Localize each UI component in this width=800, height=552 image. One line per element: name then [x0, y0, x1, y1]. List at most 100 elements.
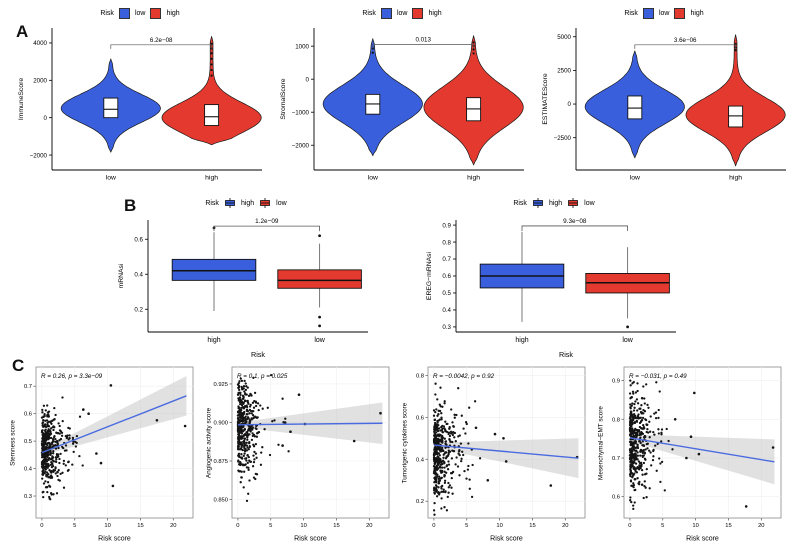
scatter-chart-block: R = 0.1, p = 0.025 0.850 0.875 0.900 0.925 0 5…	[202, 360, 396, 544]
svg-text:0: 0	[628, 523, 631, 529]
svg-text:R = 0.26, p = 3.3e−09: R = 0.26, p = 3.3e−09	[41, 373, 103, 380]
svg-text:0.875: 0.875	[213, 459, 228, 465]
legend-boxplot-swatch	[568, 198, 579, 208]
svg-text:10: 10	[692, 523, 698, 529]
svg-text:0: 0	[44, 115, 48, 122]
svg-text:Risk score: Risk score	[686, 536, 719, 543]
svg-text:mRNAsi: mRNAsi	[118, 263, 125, 288]
legend-title: Risk	[362, 9, 376, 17]
legend-item-label: low	[584, 199, 595, 207]
svg-text:0: 0	[236, 523, 239, 529]
svg-text:0.6: 0.6	[134, 236, 143, 243]
svg-text:0.5: 0.5	[24, 439, 32, 445]
svg-text:2500: 2500	[557, 68, 571, 75]
violin-chart-block: Risk low high −2500 0 2500 5000 ESTIMATEScore lo…	[536, 6, 792, 190]
scatter-plot-tumorigenic-cytokines-score: R = −0.0042, p = 0.92 0.2 0.4 0.6 0.8 0 5 10 15 2…	[402, 366, 586, 543]
scatter-plot-angiogenic-activity-score: R = 0.1, p = 0.025 0.850 0.875 0.900 0.925 0 5…	[206, 366, 390, 543]
svg-text:0.925: 0.925	[213, 382, 228, 388]
svg-text:5: 5	[269, 523, 272, 529]
svg-text:EREG−mRNAsi: EREG−mRNAsi	[426, 251, 433, 300]
svg-text:Risk score: Risk score	[98, 536, 131, 543]
svg-text:3.6e−06: 3.6e−06	[674, 37, 697, 44]
svg-text:high: high	[207, 337, 220, 344]
panel-c-label: C	[12, 356, 25, 375]
svg-text:0.850: 0.850	[213, 498, 228, 504]
svg-text:low: low	[106, 175, 116, 182]
svg-text:low: low	[368, 175, 378, 182]
legend-item-label: high	[428, 9, 442, 17]
svg-text:0.9: 0.9	[442, 222, 451, 229]
svg-text:0.900: 0.900	[213, 420, 228, 426]
svg-text:low: low	[314, 337, 325, 344]
svg-text:Risk: Risk	[559, 350, 573, 359]
svg-text:0.2: 0.2	[416, 499, 424, 505]
box-chart-block: Risk high low 0.2 0.4 0.6 mRNAsi high low 1.2e−09…	[112, 196, 380, 360]
legend-item-label: low	[134, 9, 146, 17]
violin-plot-immunescore: −2000 0 2000 4000 ImmuneScore low high 6.2e−08	[18, 28, 262, 182]
legend-title: Risk	[513, 199, 527, 207]
legend-boxplot-swatch	[225, 198, 235, 208]
svg-text:6.2e−08: 6.2e−08	[150, 37, 173, 44]
svg-text:0.7: 0.7	[442, 256, 451, 263]
svg-text:R = −0.031, p = 0.49: R = −0.031, p = 0.49	[629, 373, 687, 380]
svg-text:15: 15	[333, 523, 339, 529]
svg-text:−2000: −2000	[30, 152, 48, 159]
box-chart-block: Risk high low 0.3 0.4 0.5 0.6 0.7 0.8 0.9 EREG−mRN…	[420, 196, 688, 360]
legend-color-swatch	[674, 7, 686, 19]
svg-text:Risk score: Risk score	[294, 536, 327, 543]
svg-text:low: low	[622, 337, 633, 344]
svg-text:0.9: 0.9	[612, 379, 620, 385]
risk-legend: Risk high low	[205, 196, 287, 210]
svg-text:0: 0	[568, 101, 572, 108]
svg-text:0: 0	[40, 523, 43, 529]
svg-text:0.5: 0.5	[442, 290, 451, 297]
svg-text:0: 0	[432, 523, 435, 529]
risk-legend: Risk low high	[624, 6, 704, 20]
legend-item-label: high	[166, 9, 180, 17]
scatter-plot-mesenchymal-emt-score: R = −0.031, p = 0.49 0.6 0.7 0.8 0.9 0 5 10 15 20…	[598, 366, 782, 543]
svg-text:0.8: 0.8	[612, 417, 620, 423]
svg-text:5000: 5000	[557, 34, 571, 41]
svg-text:0.4: 0.4	[134, 271, 143, 278]
svg-text:−2500: −2500	[554, 135, 572, 142]
svg-text:5: 5	[73, 523, 76, 529]
svg-text:Angiogenic activity score: Angiogenic activity score	[206, 407, 213, 478]
svg-text:high: high	[205, 175, 218, 182]
svg-text:10: 10	[300, 523, 306, 529]
svg-text:R = −0.0042, p = 0.92: R = −0.0042, p = 0.92	[433, 373, 495, 380]
svg-text:15: 15	[137, 523, 143, 529]
svg-text:high: high	[515, 337, 528, 344]
legend-title: Risk	[624, 9, 638, 17]
svg-text:5: 5	[465, 523, 468, 529]
legend-title: Risk	[100, 9, 114, 17]
legend-item-label: high	[548, 199, 563, 207]
svg-text:high: high	[467, 175, 480, 182]
svg-text:9.3e−08: 9.3e−08	[563, 218, 587, 225]
panel-a-violin-row: Risk low high −2000 0 2000 4000 ImmuneScore low h…	[12, 6, 792, 190]
svg-text:ESTIMATEScore: ESTIMATEScore	[542, 73, 549, 124]
svg-text:5: 5	[661, 523, 664, 529]
scatter-plot-stemness-score: R = 0.26, p = 3.3e−09 0.3 0.4 0.5 0.6 0.7 0 5 10…	[10, 366, 194, 543]
svg-text:0.013: 0.013	[415, 37, 431, 44]
scatter-chart-block: R = 0.26, p = 3.3e−09 0.3 0.4 0.5 0.6 0.7 0 5 10…	[6, 360, 200, 544]
legend-color-swatch	[118, 7, 130, 19]
panel-b-label: B	[124, 196, 137, 215]
svg-text:15: 15	[529, 523, 535, 529]
svg-text:0.6: 0.6	[416, 415, 424, 421]
svg-text:StromalScore: StromalScore	[280, 78, 287, 119]
svg-text:0.6: 0.6	[442, 273, 451, 280]
svg-text:20: 20	[562, 523, 568, 529]
svg-text:Stemness score: Stemness score	[10, 420, 17, 466]
svg-text:0.3: 0.3	[442, 324, 451, 331]
legend-boxplot-swatch	[260, 198, 271, 208]
svg-text:1.2e−09: 1.2e−09	[255, 218, 279, 225]
svg-text:low: low	[630, 175, 640, 182]
legend-title: Risk	[205, 199, 219, 207]
box-plot-mrnasi: 0.2 0.4 0.6 mRNAsi high low 1.2e−09 Risk	[118, 218, 368, 359]
svg-text:20: 20	[170, 523, 176, 529]
svg-text:4000: 4000	[33, 40, 47, 47]
svg-text:high: high	[729, 175, 742, 182]
svg-text:−1000: −1000	[292, 109, 310, 116]
svg-text:1000: 1000	[295, 43, 309, 50]
panel-b-box-row: Risk high low 0.2 0.4 0.6 mRNAsi high low 1.2e−09…	[0, 196, 800, 360]
